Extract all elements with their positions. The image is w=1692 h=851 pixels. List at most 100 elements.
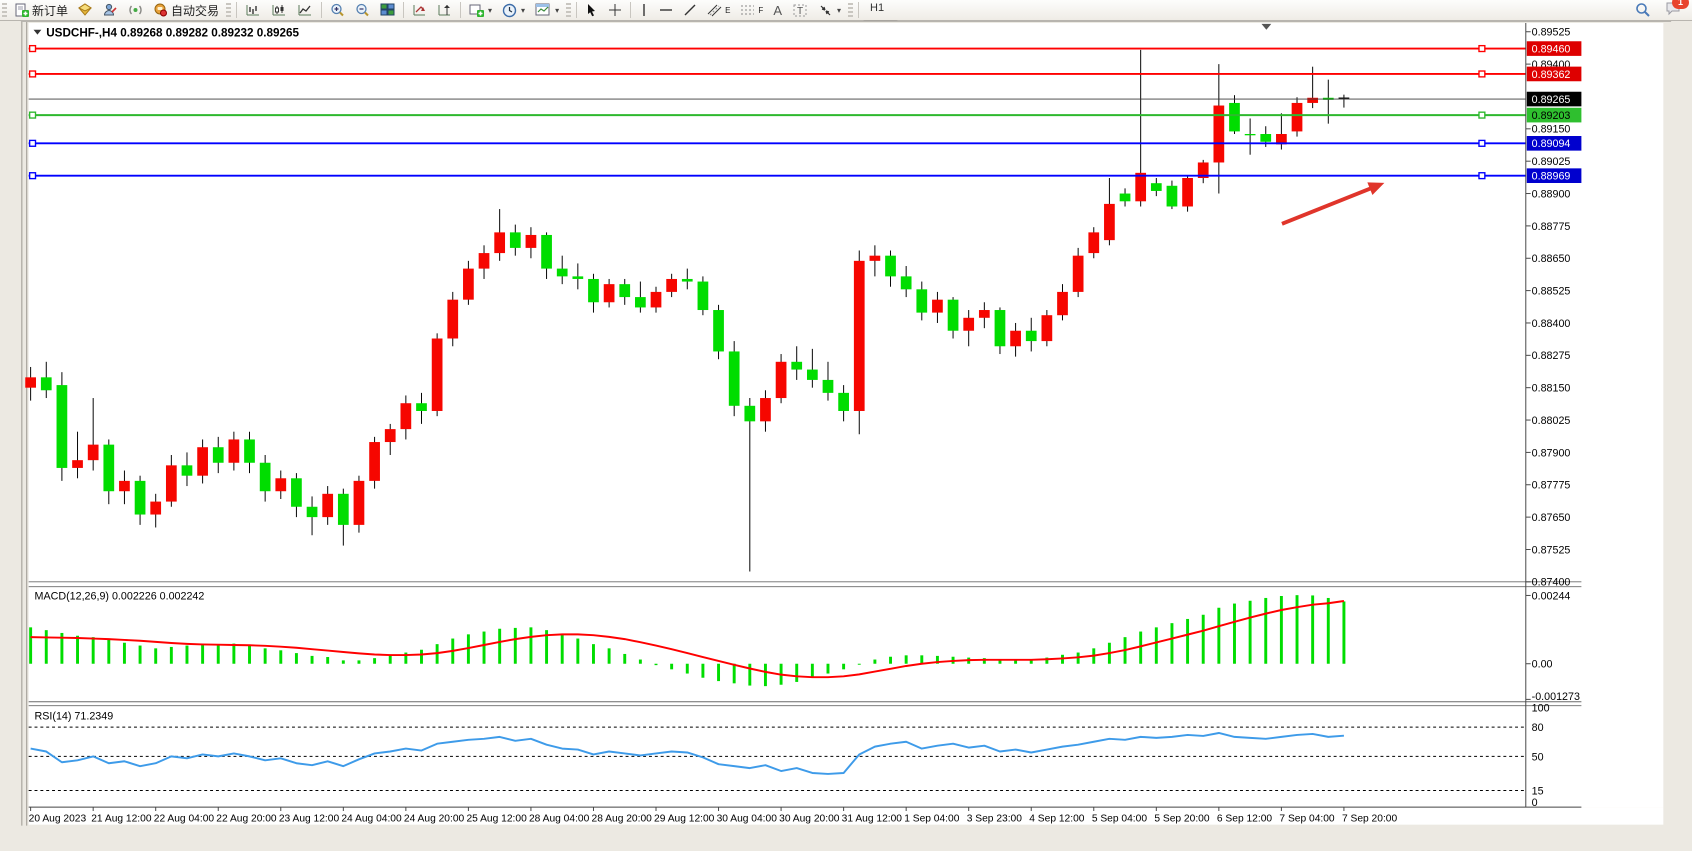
arrow-annotation-shaft[interactable] <box>1281 184 1377 226</box>
candle-body <box>119 480 130 492</box>
zoom-in-button[interactable] <box>325 0 350 20</box>
template-icon <box>535 3 550 16</box>
line-handle[interactable] <box>1478 111 1486 119</box>
line-handle[interactable] <box>28 70 37 78</box>
macd-histogram-bar <box>1139 631 1143 664</box>
symbol-dropdown-icon[interactable] <box>33 29 42 35</box>
candlestick-chart-button[interactable] <box>266 0 292 20</box>
candle-body <box>978 310 990 318</box>
timeframe-button-h1[interactable]: H1 <box>870 2 885 14</box>
horizontal-line-tool-button[interactable] <box>654 0 678 20</box>
rsi-axis-label: 100 <box>1532 703 1550 715</box>
toolbar-grip[interactable] <box>566 3 572 17</box>
date-label: 7 Sep 04:00 <box>1279 814 1335 825</box>
text-label-tool-button[interactable]: T <box>787 0 813 20</box>
auto-trading-button[interactable]: 自动交易 <box>148 0 224 20</box>
text-label-icon: T <box>793 4 807 17</box>
chart-shift-marker[interactable] <box>1261 23 1272 30</box>
macd-histogram-bar <box>107 639 111 664</box>
date-label: 22 Aug 04:00 <box>154 814 215 825</box>
text-tool-icon: A <box>773 2 782 18</box>
line-handle[interactable] <box>28 139 37 147</box>
market-depth-button[interactable] <box>73 0 98 20</box>
candle-body <box>1197 162 1209 179</box>
cursor-tool-button[interactable] <box>580 0 603 20</box>
crosshair-tool-button[interactable] <box>603 0 627 20</box>
macd-histogram-bar <box>1045 657 1049 664</box>
toolbar-grip[interactable] <box>226 3 232 17</box>
toolbar-grip[interactable] <box>848 3 853 17</box>
chart-background <box>28 22 1664 808</box>
macd-histogram-bar <box>420 649 423 664</box>
candle-body <box>228 439 240 463</box>
chat-button[interactable]: 1 <box>1665 0 1689 19</box>
candle-body <box>1213 105 1225 163</box>
candle-body <box>1244 134 1256 136</box>
dropdown-caret: ▾ <box>521 5 526 15</box>
price-badge-label: 0.89203 <box>1532 110 1571 122</box>
macd-histogram-bar <box>529 627 533 664</box>
macd-histogram-bar <box>717 663 721 682</box>
candle-body <box>869 255 881 261</box>
candle-body <box>916 289 928 313</box>
macd-axis-label: 0.00 <box>1532 659 1553 671</box>
date-label: 30 Aug 20:00 <box>779 814 840 825</box>
channel-tool-button[interactable]: E <box>702 0 735 20</box>
vertical-line-tool-button[interactable] <box>634 0 654 20</box>
candle-body <box>400 403 412 430</box>
candle-body <box>900 276 912 290</box>
notification-badge: 1 <box>1672 0 1689 9</box>
arrows-tool-button[interactable]: ▾ <box>813 0 846 20</box>
tile-windows-button[interactable] <box>375 0 400 20</box>
price-tick-label: 0.87400 <box>1532 577 1571 589</box>
candle-body <box>947 299 959 331</box>
text-tool-button[interactable]: A <box>768 0 787 20</box>
toolbar-right-group: 1 <box>1635 0 1689 19</box>
usdchf-h4-chart[interactable]: 0.895250.894000.891500.890250.889000.887… <box>0 21 1692 851</box>
zoom-out-button[interactable] <box>350 0 375 20</box>
macd-histogram-bar <box>1014 660 1018 664</box>
line-handle[interactable] <box>1478 172 1486 180</box>
chart-shift-button[interactable] <box>432 0 457 20</box>
candle-body <box>603 284 615 303</box>
price-tick-label: 0.88025 <box>1532 415 1571 427</box>
line-handle[interactable] <box>1478 44 1486 53</box>
arrow-annotation-head[interactable] <box>1367 182 1385 196</box>
candle-body <box>1119 193 1131 202</box>
templates-button[interactable]: ▾ <box>530 0 564 20</box>
candle-body <box>963 317 975 331</box>
macd-axis-label: -0.001273 <box>1532 691 1580 703</box>
clock-icon <box>502 3 517 17</box>
line-handle[interactable] <box>28 111 37 119</box>
candle-body <box>728 351 740 406</box>
search-icon[interactable] <box>1635 2 1651 18</box>
periods-button[interactable]: ▾ <box>497 0 530 20</box>
bar-chart-button[interactable] <box>240 0 266 20</box>
line-handle[interactable] <box>1478 139 1486 147</box>
auto-scroll-button[interactable] <box>407 0 432 20</box>
trendline-tool-button[interactable] <box>678 0 702 20</box>
line-handle[interactable] <box>28 44 37 53</box>
macd-histogram-bar <box>29 627 33 664</box>
line-handle[interactable] <box>28 172 37 180</box>
price-tick-label: 0.87525 <box>1532 544 1571 556</box>
macd-histogram-bar <box>982 658 986 664</box>
line-chart-button[interactable] <box>292 0 318 20</box>
broadcast-button[interactable] <box>123 0 148 20</box>
svg-text:T: T <box>797 6 803 17</box>
candle-body <box>1072 255 1084 292</box>
fibonacci-tool-button[interactable]: F <box>735 0 768 20</box>
new-chart-button[interactable]: ▾ <box>464 0 497 20</box>
candle-body <box>1166 185 1178 207</box>
line-handle[interactable] <box>1478 70 1486 78</box>
line-chart-icon <box>298 5 312 16</box>
toolbar-grip[interactable] <box>2 3 7 17</box>
candle-body <box>25 377 36 388</box>
date-label: 22 Aug 20:00 <box>216 814 277 825</box>
candle-body <box>1307 97 1319 103</box>
candle-body <box>1041 315 1053 342</box>
horizontal-line-icon <box>660 9 673 11</box>
signals-button[interactable] <box>98 0 123 20</box>
new-order-button[interactable]: 新订单 <box>9 0 73 20</box>
candle-body <box>681 278 693 282</box>
